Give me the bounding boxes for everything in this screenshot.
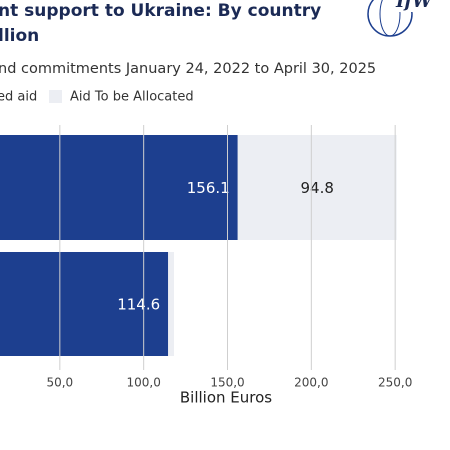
logo-text: IfW: [395, 0, 434, 12]
legend-swatch: [49, 90, 62, 103]
logo-bg: [393, 0, 450, 12]
chart-title: llion: [0, 26, 39, 46]
x-axis-label: Billion Euros: [180, 389, 272, 407]
value-label: 114.6: [117, 296, 160, 314]
chart-title: nt support to Ukraine: By country: [0, 1, 321, 21]
logo-globe: [379, 0, 401, 37]
x-tick-label: 50,0: [46, 376, 73, 390]
bars: [0, 135, 397, 356]
bar-segment: [0, 252, 169, 356]
x-tick-label: 250,0: [378, 376, 412, 390]
legend-label: ed aid: [0, 90, 37, 105]
legend-label: Aid To be Allocated: [70, 90, 194, 105]
x-tick-label: 100,0: [126, 376, 160, 390]
bar-segment: [0, 135, 238, 240]
chart-subtitle: nd commitments January 24, 2022 to April…: [0, 61, 376, 77]
value-label: 156.1: [187, 179, 230, 197]
bar-segment: [237, 135, 397, 240]
value-label: 94.8: [300, 179, 333, 197]
x-tick-label: 150,0: [210, 376, 244, 390]
bar-segment: [168, 252, 175, 356]
logo: IfW: [367, 0, 450, 37]
x-tick-label: 200,0: [294, 376, 328, 390]
